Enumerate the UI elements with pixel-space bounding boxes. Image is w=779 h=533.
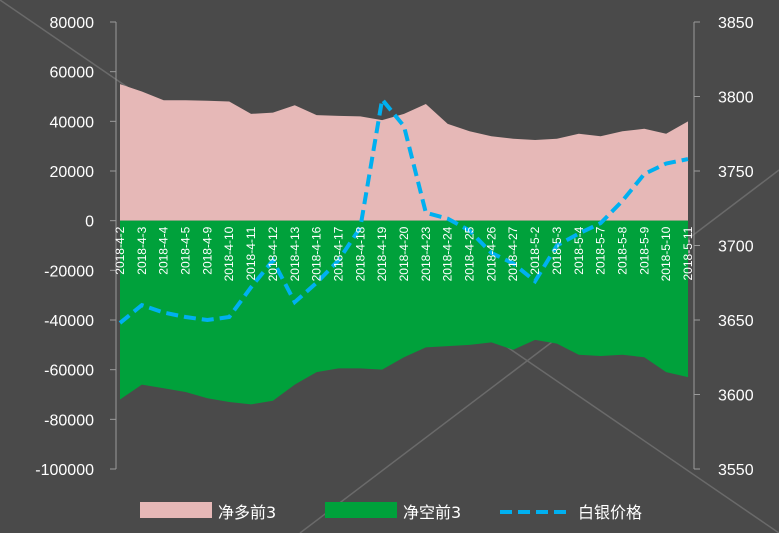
x-tick-label: 2018-4-18: [353, 226, 367, 281]
x-tick-label: 2018-5-8: [615, 226, 629, 274]
x-tick-label: 2018-4-19: [375, 226, 389, 281]
y-left-tick-label: 80000: [50, 15, 95, 32]
legend-label: 净空前3: [403, 503, 461, 522]
legend: 净多前3 净空前3 白银价格: [140, 502, 642, 522]
x-tick-label: 2018-4-13: [288, 226, 302, 281]
x-tick-label: 2018-4-10: [222, 226, 236, 281]
legend-label: 净多前3: [218, 503, 276, 522]
x-tick-label: 2018-5-11: [681, 226, 695, 280]
legend-swatch: [140, 502, 212, 518]
y-left-tick-label: 40000: [50, 114, 95, 131]
series-area-0: [120, 84, 688, 221]
y-right-tick-label: 3550: [718, 462, 754, 479]
legend-swatch: [325, 502, 397, 518]
y-left-tick-label: 20000: [50, 164, 95, 181]
x-tick-label: 2018-5-2: [528, 226, 542, 274]
x-tick-label: 2018-5-4: [572, 226, 586, 274]
x-tick-label: 2018-5-9: [637, 226, 651, 274]
y-right-tick-label: 3650: [718, 313, 754, 330]
y-right-tick-label: 3850: [718, 15, 754, 32]
x-tick-label: 2018-4-17: [331, 226, 345, 281]
x-tick-label: 2018-4-20: [397, 226, 411, 281]
x-tick-label: 2018-4-23: [419, 226, 433, 281]
x-tick-label: 2018-5-7: [594, 226, 608, 274]
axes: 80000 60000 40000 20000 0 -20000 -40000 -60000 -…: [35, 15, 753, 479]
x-tick-label: 2018-4-3: [135, 226, 149, 274]
x-tick-label: 2018-5-3: [550, 226, 564, 274]
x-tick-label: 2018-4-27: [506, 226, 520, 281]
y-right-tick-label: 3700: [718, 239, 754, 256]
x-tick-label: 2018-4-5: [179, 226, 193, 274]
legend-item-0: 净多前3: [140, 502, 276, 522]
legend-item-1: 净空前3: [325, 502, 461, 522]
legend-label: 白银价格: [578, 503, 642, 522]
plot-area: [118, 84, 689, 405]
x-tick-label: 2018-4-11: [244, 226, 258, 280]
x-tick-label: 2018-4-26: [484, 226, 498, 281]
y-left-tick-label: -80000: [44, 412, 94, 429]
x-tick-label: 2018-4-2: [113, 226, 127, 274]
x-tick-label: 2018-4-16: [310, 226, 324, 281]
y-left-tick-label: -60000: [44, 363, 94, 380]
y-right-tick-label: 3750: [718, 164, 754, 181]
y-left-tick-label: 0: [85, 214, 94, 231]
x-tick-label: 2018-4-4: [157, 226, 171, 274]
x-tick-label: 2018-4-9: [200, 226, 214, 274]
x-tick-label: 2018-5-10: [659, 226, 673, 281]
y-left-tick-label: -40000: [44, 313, 94, 330]
legend-item-2: 白银价格: [500, 503, 642, 522]
y-left-tick-label: -20000: [44, 263, 94, 280]
category-labels: 2018-4-2 2018-4-3 2018-4-4 2018-4-5 2018-4-9…: [113, 226, 695, 281]
x-tick-label: 2018-4-25: [463, 226, 477, 281]
x-tick-label: 2018-4-12: [266, 226, 280, 281]
y-left-tick-label: 60000: [50, 65, 95, 82]
y-left-tick-label: -100000: [35, 462, 94, 479]
x-tick-label: 2018-4-24: [441, 226, 455, 281]
y-right-tick-label: 3600: [718, 388, 754, 405]
y-right-tick-label: 3800: [718, 90, 754, 107]
